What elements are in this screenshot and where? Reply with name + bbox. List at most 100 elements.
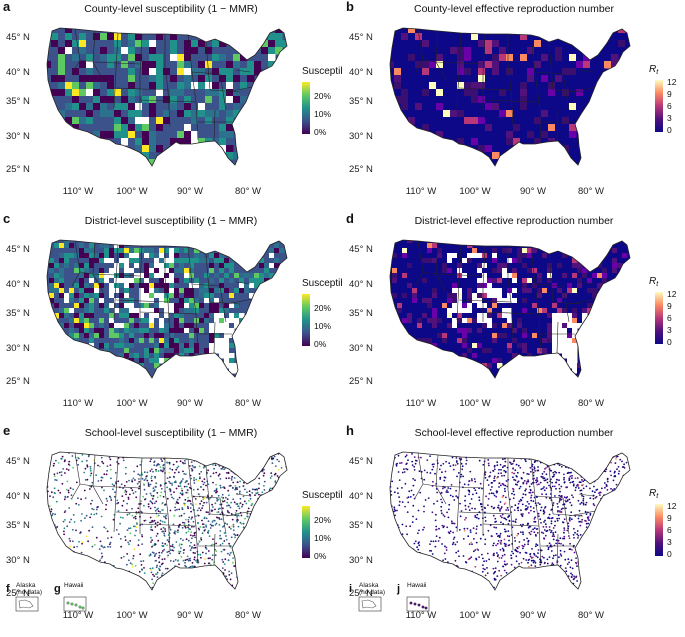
region-cell [124,248,130,254]
region-cell [74,288,80,294]
region-cell [219,323,225,329]
region-cell [119,263,125,269]
school-point [131,563,134,566]
school-point [138,485,141,488]
region-cell [417,323,423,329]
region-cell [447,283,453,289]
region-cell [462,288,468,294]
region-cell [482,333,488,339]
region-cell [429,96,437,104]
school-point [563,478,565,481]
school-point [238,492,241,495]
school-point [209,557,211,560]
region-cell [169,328,175,334]
region-cell [478,33,486,41]
region-cell [492,61,500,69]
region-cell [209,263,215,269]
region-cell [254,283,260,289]
region-cell [209,303,215,309]
school-point [506,506,509,509]
region-cell [432,273,438,279]
region-cell [149,268,155,274]
region-cell [114,54,122,62]
region-cell [492,131,500,139]
school-point [154,506,156,509]
region-cell [233,82,241,90]
region-cell [547,318,553,324]
region-cell [611,33,619,41]
school-point [85,514,88,517]
region-cell [149,68,157,76]
region-cell [557,338,563,344]
school-point [220,496,223,499]
region-cell [457,243,463,249]
region-cell [392,268,398,274]
school-point [524,489,527,492]
region-cell [436,124,444,132]
region-cell [189,343,195,349]
region-cell [522,328,528,334]
school-point [441,501,443,504]
region-cell [199,348,205,354]
region-cell [65,61,73,69]
region-cell [478,110,486,118]
region-cell [204,318,210,324]
region-cell [437,308,443,314]
school-point [400,462,403,464]
school-point [221,542,224,545]
school-point [186,555,189,558]
school-point [499,501,502,503]
region-cell [139,333,145,339]
school-point [81,542,83,545]
region-cell [604,40,612,48]
region-cell [154,253,160,259]
school-point [529,533,532,536]
region-cell [555,89,563,97]
school-point [550,509,553,511]
school-point [511,471,514,474]
region-cell [179,288,185,294]
region-cell [109,298,115,304]
region-cell [517,253,523,259]
school-point [178,552,181,555]
region-cell [478,75,486,83]
school-point [498,468,500,471]
school-point [134,534,136,537]
school-point [54,513,56,516]
school-point [568,561,570,564]
region-cell [517,273,523,279]
region-cell [94,318,100,324]
school-point [205,517,208,520]
region-cell [240,75,248,83]
region-cell [199,338,205,344]
school-point [486,567,488,569]
region-cell [487,248,493,254]
school-point [527,479,529,481]
school-point [525,505,527,507]
school-point [49,495,51,497]
region-cell [114,110,122,118]
school-point [483,560,485,563]
region-cell [569,131,577,139]
region-cell [467,323,473,329]
school-point [219,544,222,546]
region-cell [99,303,105,309]
school-point [578,509,581,512]
region-cell [74,268,80,274]
region-cell [179,328,185,334]
panel-letter: c [3,211,11,226]
region-cell [74,263,80,269]
region-cell [99,298,105,304]
school-point [475,528,478,530]
region-cell [79,243,85,249]
region-cell [121,47,129,55]
region-cell [429,75,437,83]
region-cell [432,308,438,314]
region-cell [209,333,215,339]
region-cell [212,54,220,62]
region-cell [506,124,514,132]
region-cell [502,338,508,344]
region-cell [129,303,135,309]
region-cell [204,268,210,274]
school-point [226,505,228,507]
